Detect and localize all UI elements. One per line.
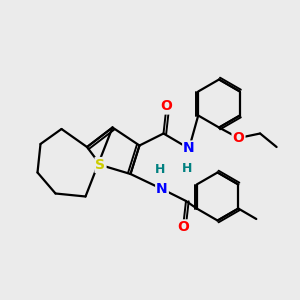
- Text: N: N: [183, 142, 195, 155]
- Text: S: S: [95, 158, 106, 172]
- Text: O: O: [160, 100, 172, 113]
- Text: H: H: [155, 163, 166, 176]
- Text: O: O: [177, 220, 189, 234]
- Text: H: H: [182, 162, 192, 175]
- Text: O: O: [232, 131, 244, 145]
- Text: N: N: [156, 182, 168, 196]
